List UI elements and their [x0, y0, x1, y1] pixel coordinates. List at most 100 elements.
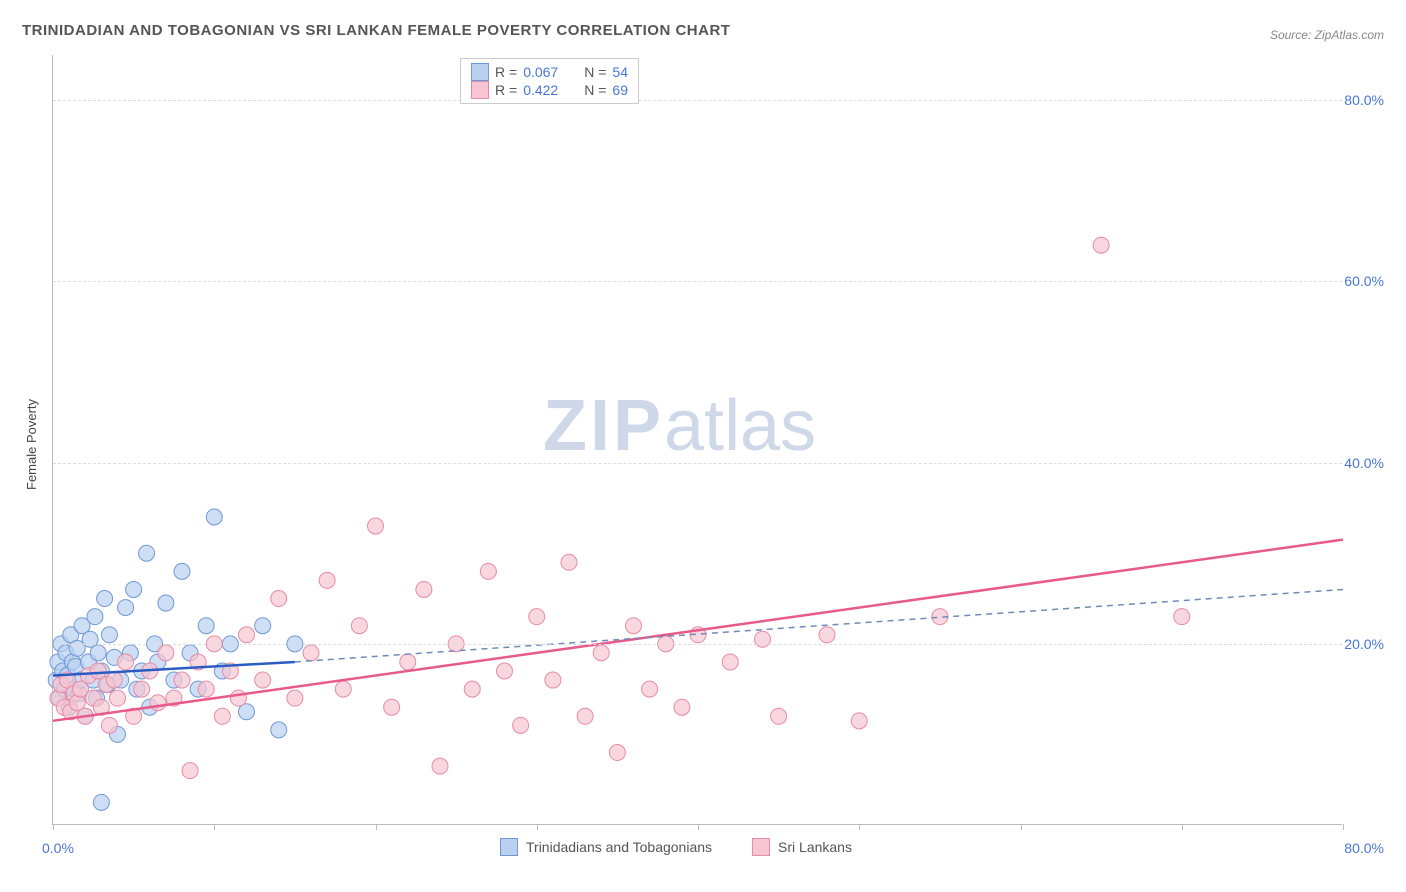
srilankan-point [1174, 609, 1190, 625]
series-legend: Trinidadians and Tobagonians Sri Lankans [500, 838, 852, 856]
srilankan-point [106, 672, 122, 688]
series-legend-item: Sri Lankans [752, 838, 852, 856]
x-tick [859, 824, 860, 830]
legend-swatch [500, 838, 518, 856]
srilankan-point [513, 717, 529, 733]
r-value: 0.422 [523, 82, 558, 98]
gridline [53, 644, 1342, 645]
series-label: Sri Lankans [778, 839, 852, 855]
x-tick [698, 824, 699, 830]
trinidadian-point [118, 600, 134, 616]
y-tick-label: 80.0% [1344, 92, 1384, 108]
srilankan-point [1093, 237, 1109, 253]
x-tick [376, 824, 377, 830]
srilankan-point [303, 645, 319, 661]
srilankan-point [158, 645, 174, 661]
trinidadian-point [271, 722, 287, 738]
x-tick [1343, 824, 1344, 830]
trinidadian-point [101, 627, 117, 643]
stats-legend: R =0.067N =54R =0.422N =69 [460, 58, 639, 104]
srilankan-point [851, 713, 867, 729]
srilankan-point [230, 690, 246, 706]
y-tick-label: 60.0% [1344, 273, 1384, 289]
srilankan-point [642, 681, 658, 697]
x-tick [214, 824, 215, 830]
x-tick [53, 824, 54, 830]
srilankan-point [497, 663, 513, 679]
srilankan-point [545, 672, 561, 688]
x-tick [1021, 824, 1022, 830]
trinidadian-point [255, 618, 271, 634]
regression-line [295, 589, 1343, 661]
x-tick [1182, 824, 1183, 830]
srilankan-point [400, 654, 416, 670]
srilankan-point [150, 695, 166, 711]
x-origin-label: 0.0% [42, 840, 74, 856]
srilankan-point [819, 627, 835, 643]
srilankan-point [674, 699, 690, 715]
n-label: N = [584, 82, 606, 98]
trinidadian-point [206, 509, 222, 525]
r-label: R = [495, 82, 517, 98]
y-axis-label: Female Poverty [24, 399, 39, 490]
legend-swatch [471, 81, 489, 99]
srilankan-point [134, 681, 150, 697]
srilankan-point [577, 708, 593, 724]
x-max-label: 80.0% [1344, 840, 1384, 856]
srilankan-point [755, 631, 771, 647]
trinidadian-point [126, 581, 142, 597]
srilankan-point [198, 681, 214, 697]
x-tick [537, 824, 538, 830]
trinidadian-point [90, 645, 106, 661]
srilankan-point [335, 681, 351, 697]
srilankan-point [368, 518, 384, 534]
srilankan-point [118, 654, 134, 670]
srilankan-point [384, 699, 400, 715]
srilankan-point [529, 609, 545, 625]
legend-swatch [752, 838, 770, 856]
srilankan-point [626, 618, 642, 634]
srilankan-point [416, 581, 432, 597]
r-label: R = [495, 64, 517, 80]
gridline [53, 281, 1342, 282]
srilankan-point [464, 681, 480, 697]
trinidadian-point [97, 591, 113, 607]
srilankan-point [771, 708, 787, 724]
trinidadian-point [158, 595, 174, 611]
trinidadian-point [198, 618, 214, 634]
plot-area: ZIPatlas [52, 55, 1342, 825]
srilankan-point [214, 708, 230, 724]
scatter-plot-svg [53, 55, 1342, 824]
srilankan-point [593, 645, 609, 661]
stats-legend-row: R =0.067N =54 [471, 63, 628, 81]
gridline [53, 100, 1342, 101]
gridline [53, 463, 1342, 464]
n-label: N = [584, 64, 606, 80]
srilankan-point [561, 554, 577, 570]
srilankan-point [480, 563, 496, 579]
chart-container: TRINIDADIAN AND TOBAGONIAN VS SRI LANKAN… [0, 0, 1406, 892]
srilankan-point [174, 672, 190, 688]
n-value: 69 [612, 82, 628, 98]
srilankan-point [609, 745, 625, 761]
srilankan-point [287, 690, 303, 706]
srilankan-point [319, 572, 335, 588]
y-tick-label: 40.0% [1344, 455, 1384, 471]
series-legend-item: Trinidadians and Tobagonians [500, 838, 712, 856]
series-label: Trinidadians and Tobagonians [526, 839, 712, 855]
srilankan-point [110, 690, 126, 706]
srilankan-point [101, 717, 117, 733]
trinidadian-point [174, 563, 190, 579]
source-attribution: Source: ZipAtlas.com [1270, 28, 1384, 42]
chart-title: TRINIDADIAN AND TOBAGONIAN VS SRI LANKAN… [22, 22, 730, 39]
srilankan-point [255, 672, 271, 688]
srilankan-point [239, 627, 255, 643]
legend-swatch [471, 63, 489, 81]
trinidadian-point [87, 609, 103, 625]
srilankan-point [182, 763, 198, 779]
r-value: 0.067 [523, 64, 558, 80]
srilankan-point [351, 618, 367, 634]
srilankan-point [722, 654, 738, 670]
srilankan-point [432, 758, 448, 774]
stats-legend-row: R = 0.422 N = 69 [471, 81, 628, 99]
